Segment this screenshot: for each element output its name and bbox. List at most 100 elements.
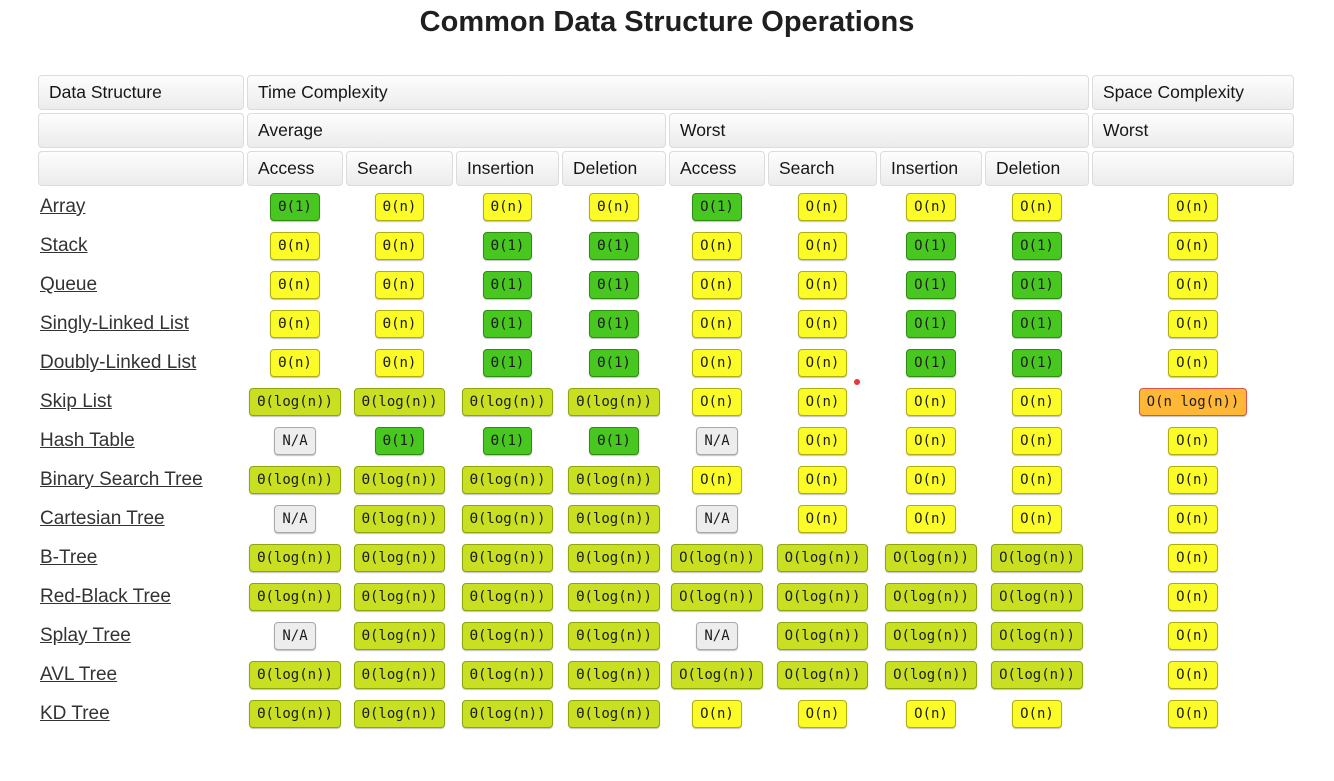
complexity-badge: N/A xyxy=(274,427,316,455)
col-header-worst-space: Worst xyxy=(1092,113,1294,148)
cell-space: O(n) xyxy=(1092,228,1294,264)
complexity-badge: O(log(n)) xyxy=(671,583,763,611)
cell-worst-2: O(1) xyxy=(880,267,982,303)
cell-average-3: Θ(log(n)) xyxy=(562,540,666,576)
complexity-badge: O(n) xyxy=(692,700,742,728)
complexity-badge: O(n) xyxy=(1168,583,1218,611)
complexity-badge: Θ(n) xyxy=(374,193,425,221)
row-link-splay-tree[interactable]: Splay Tree xyxy=(40,625,131,646)
complexity-badge: O(1) xyxy=(906,232,956,260)
complexity-badge: Θ(n) xyxy=(374,232,425,260)
cell-worst-2: O(log(n)) xyxy=(880,618,982,654)
cell-average-2: Θ(log(n)) xyxy=(456,540,559,576)
cell-average-2: Θ(log(n)) xyxy=(456,384,559,420)
cell-worst-1: O(n) xyxy=(768,345,877,381)
row-link-hash-table[interactable]: Hash Table xyxy=(40,430,135,451)
row-link-stack[interactable]: Stack xyxy=(40,235,88,256)
col-header-data-structure: Data Structure xyxy=(38,75,244,110)
complexity-badge: O(1) xyxy=(692,193,742,221)
cell-worst-3: O(n) xyxy=(985,384,1089,420)
cell-worst-3: O(1) xyxy=(985,306,1089,342)
complexity-badge: Θ(log(n)) xyxy=(353,544,446,572)
cell-average-0: Θ(n) xyxy=(247,306,343,342)
row-link-kd-tree[interactable]: KD Tree xyxy=(40,703,110,724)
cell-space: O(n) xyxy=(1092,189,1294,225)
cell-average-1: Θ(n) xyxy=(346,189,453,225)
row-link-skip-list[interactable]: Skip List xyxy=(40,391,112,412)
row-label-cell: Binary Search Tree xyxy=(38,462,244,498)
complexity-badge: O(log(n)) xyxy=(885,583,977,611)
cell-space: O(n) xyxy=(1092,306,1294,342)
row-link-b-tree[interactable]: B-Tree xyxy=(40,547,98,568)
cell-average-1: Θ(n) xyxy=(346,228,453,264)
cell-worst-0: O(n) xyxy=(669,267,765,303)
cell-worst-2: O(log(n)) xyxy=(880,657,982,693)
complexity-badge: O(n) xyxy=(797,700,848,728)
cell-worst-2: O(log(n)) xyxy=(880,540,982,576)
complexity-badge: O(n) xyxy=(797,349,848,377)
cell-worst-1: O(log(n)) xyxy=(768,540,877,576)
cell-space: O(n) xyxy=(1092,267,1294,303)
cell-worst-3: O(log(n)) xyxy=(985,540,1089,576)
cell-worst-1: O(log(n)) xyxy=(768,618,877,654)
cell-worst-0: O(n) xyxy=(669,462,765,498)
cell-average-2: Θ(1) xyxy=(456,423,559,459)
cell-worst-2: O(n) xyxy=(880,462,982,498)
complexity-badge: O(n) xyxy=(692,388,742,416)
cell-average-3: Θ(log(n)) xyxy=(562,384,666,420)
row-link-singly-linked-list[interactable]: Singly-Linked List xyxy=(40,313,189,334)
complexity-badge: Θ(log(n)) xyxy=(461,505,554,533)
complexity-badge: Θ(log(n)) xyxy=(568,388,660,416)
cell-average-2: Θ(1) xyxy=(456,228,559,264)
complexity-badge: Θ(log(n)) xyxy=(461,622,554,650)
complexity-badge: Θ(log(n)) xyxy=(568,583,660,611)
row-link-doubly-linked-list[interactable]: Doubly-Linked List xyxy=(40,352,197,373)
col-header-insertion-average: Insertion xyxy=(456,151,559,186)
complexity-badge: O(n) xyxy=(797,427,848,455)
complexity-badge: O(log(n)) xyxy=(671,544,763,572)
cell-average-1: Θ(n) xyxy=(346,345,453,381)
complexity-badge: Θ(log(n)) xyxy=(353,388,446,416)
complexity-badge: O(n) xyxy=(797,388,848,416)
cell-average-0: N/A xyxy=(247,423,343,459)
complexity-badge: O(log(n)) xyxy=(776,622,869,650)
row-label-cell: Hash Table xyxy=(38,423,244,459)
col-header-search-average: Search xyxy=(346,151,453,186)
row-link-avl-tree[interactable]: AVL Tree xyxy=(40,664,118,685)
complexity-badge: Θ(n) xyxy=(374,349,425,377)
cell-worst-3: O(1) xyxy=(985,345,1089,381)
complexity-badge: O(1) xyxy=(1012,310,1062,338)
cell-worst-0: N/A xyxy=(669,501,765,537)
complexity-badge: O(n) xyxy=(692,310,742,338)
cell-space: O(n) xyxy=(1092,345,1294,381)
complexity-badge: Θ(log(n)) xyxy=(568,661,660,689)
complexity-badge: O(n) xyxy=(1012,505,1062,533)
complexity-badge: Θ(log(n)) xyxy=(568,622,660,650)
cell-worst-3: O(log(n)) xyxy=(985,579,1089,615)
row-link-cartesian-tree[interactable]: Cartesian Tree xyxy=(40,508,165,529)
complexity-badge: O(n) xyxy=(1168,310,1218,338)
complexity-badge: O(n) xyxy=(797,193,848,221)
complexity-badge: Θ(log(n)) xyxy=(461,388,554,416)
cell-worst-1: O(n) xyxy=(768,423,877,459)
row-link-queue[interactable]: Queue xyxy=(40,274,98,295)
cell-average-1: Θ(n) xyxy=(346,306,453,342)
col-header-search-worst: Search xyxy=(768,151,877,186)
complexity-badge: Θ(log(n)) xyxy=(568,505,660,533)
row-link-array[interactable]: Array xyxy=(40,196,86,217)
complexity-badge: O(n) xyxy=(906,193,956,221)
complexity-badge: Θ(log(n)) xyxy=(353,583,446,611)
cell-average-0: N/A xyxy=(247,501,343,537)
cell-worst-1: O(n) xyxy=(768,696,877,732)
cell-average-1: Θ(log(n)) xyxy=(346,579,453,615)
cell-worst-2: O(1) xyxy=(880,306,982,342)
cell-worst-3: O(n) xyxy=(985,501,1089,537)
complexity-badge: Θ(log(n)) xyxy=(353,700,446,728)
row-link-red-black-tree[interactable]: Red-Black Tree xyxy=(40,586,171,607)
cell-worst-0: N/A xyxy=(669,618,765,654)
complexity-badge: O(n) xyxy=(692,271,742,299)
row-link-binary-search-tree[interactable]: Binary Search Tree xyxy=(40,469,203,490)
cell-worst-1: O(log(n)) xyxy=(768,579,877,615)
row-label-cell: AVL Tree xyxy=(38,657,244,693)
complexity-badge: O(n) xyxy=(906,505,956,533)
